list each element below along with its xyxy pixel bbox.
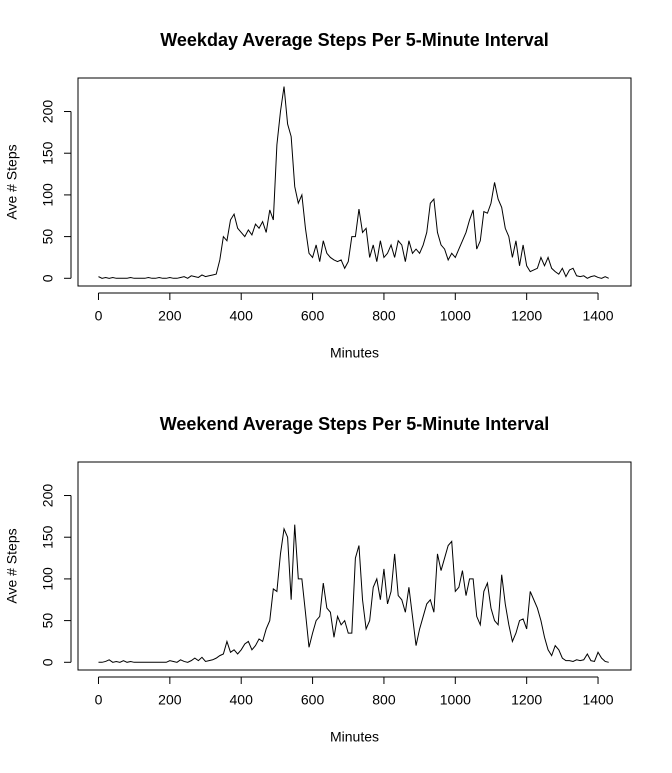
y-tick-label: 150: [40, 525, 56, 549]
data-line: [98, 524, 609, 663]
x-tick-label: 0: [95, 692, 103, 708]
chart-title: Weekend Average Steps Per 5-Minute Inter…: [160, 414, 549, 434]
y-tick-label: 200: [40, 484, 56, 508]
y-tick-label: 50: [40, 613, 56, 629]
x-tick-label: 0: [95, 308, 103, 324]
plot-box: [77, 77, 632, 287]
x-tick-label: 1200: [511, 692, 542, 708]
y-tick-label: 100: [40, 183, 56, 207]
x-tick-label: 1200: [511, 308, 542, 324]
y-axis-label: Ave # Steps: [4, 528, 20, 603]
x-axis-label: Minutes: [330, 345, 379, 361]
chart-title: Weekday Average Steps Per 5-Minute Inter…: [160, 30, 549, 50]
x-tick-label: 400: [230, 692, 254, 708]
y-tick-label: 200: [40, 100, 56, 124]
x-tick-label: 800: [372, 692, 396, 708]
x-tick-label: 800: [372, 308, 396, 324]
x-tick-label: 1000: [440, 692, 471, 708]
x-axis-label: Minutes: [330, 729, 379, 745]
x-tick-label: 200: [158, 308, 182, 324]
y-tick-label: 0: [40, 274, 56, 282]
x-tick-label: 600: [301, 308, 325, 324]
x-tick-label: 600: [301, 692, 325, 708]
data-line: [98, 86, 609, 279]
y-tick-label: 150: [40, 141, 56, 165]
x-tick-label: 1400: [582, 692, 613, 708]
y-tick-label: 50: [40, 229, 56, 245]
y-axis-label: Ave # Steps: [4, 144, 20, 219]
x-tick-label: 400: [230, 308, 254, 324]
x-tick-label: 1000: [440, 308, 471, 324]
y-tick-label: 0: [40, 658, 56, 666]
x-tick-label: 1400: [582, 308, 613, 324]
plot-box: [77, 461, 632, 671]
x-tick-label: 200: [158, 692, 182, 708]
y-tick-label: 100: [40, 567, 56, 591]
